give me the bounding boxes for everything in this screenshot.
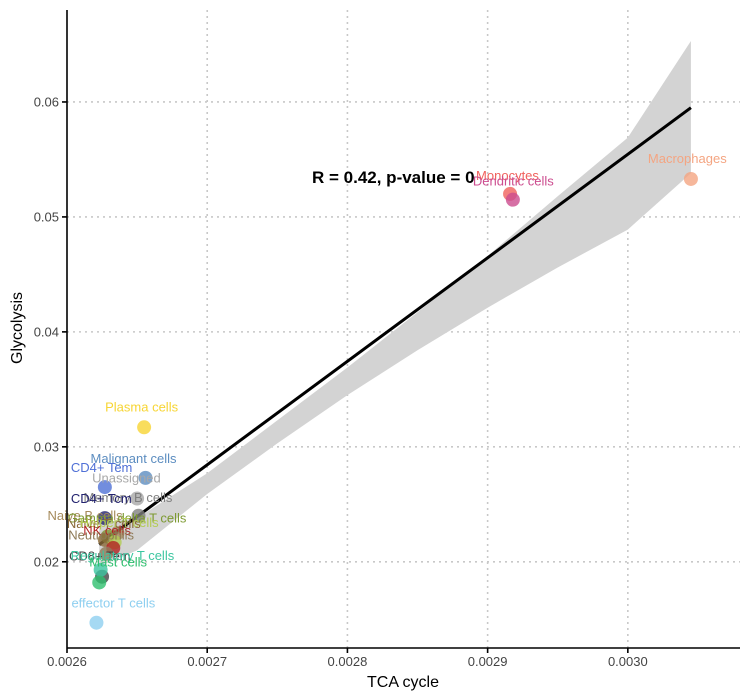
data-point [97, 480, 112, 495]
tick-labels: 0.0026 0.0027 0.0028 0.0029 0.0030 0.02 0.03 0.… [34, 94, 648, 669]
data-point [138, 470, 153, 485]
y-tick-label: 0.04 [34, 324, 59, 339]
y-tick-label: 0.03 [34, 439, 59, 454]
point-label: NK cells [83, 523, 131, 538]
y-tick-label: 0.05 [34, 209, 59, 224]
point-label: Neutrophils [68, 528, 134, 543]
point-label: Unassigned [92, 471, 161, 486]
data-points [89, 171, 698, 630]
data-point [683, 171, 698, 186]
point-label: Malignant cells [91, 451, 177, 466]
y-tick-label: 0.02 [34, 554, 59, 569]
data-point [93, 562, 108, 577]
x-tick-label: 0.0026 [47, 654, 87, 669]
correlation-annotation: R = 0.42, p-value = 0 [312, 168, 475, 187]
confidence-band [99, 41, 691, 567]
point-label: CD4+ Tem [71, 460, 133, 475]
regression-line [98, 106, 692, 546]
point-label: effector T cells [71, 596, 155, 611]
axes [62, 10, 740, 653]
fit-line [98, 106, 692, 546]
data-point [137, 420, 152, 435]
data-point [131, 508, 146, 523]
data-point [92, 575, 107, 590]
data-point [97, 511, 112, 526]
data-point [89, 615, 104, 630]
x-axis-title: TCA cycle [367, 674, 439, 691]
x-tick-label: 0.0030 [608, 654, 648, 669]
point-label: Monocytes [476, 168, 539, 183]
point-label: Naive T cells [67, 516, 141, 531]
point-label: Gamma delta T cells [68, 510, 187, 525]
x-tick-label: 0.0029 [468, 654, 508, 669]
point-label: Macrophages [648, 151, 727, 166]
confidence-band-area [99, 41, 691, 567]
data-point [505, 192, 520, 207]
point-label: Memory B cells [84, 490, 173, 505]
data-point [130, 491, 145, 506]
data-point [99, 546, 114, 561]
x-tick-label: 0.0028 [328, 654, 368, 669]
point-label: Dendritic cells [473, 174, 554, 189]
point-label: Mast cells [89, 554, 147, 569]
y-tick-label: 0.06 [34, 94, 59, 109]
point-label: Plasma cells [105, 399, 178, 414]
point-label: Helper T cells [80, 515, 159, 530]
x-tick-label: 0.0027 [187, 654, 227, 669]
point-label: CD8+ Tem [69, 549, 131, 564]
point-label: CD4+ Tcm [71, 491, 132, 506]
point-label: Regulatory T cells [71, 548, 175, 563]
y-axis-title: Glycolysis [9, 292, 26, 364]
